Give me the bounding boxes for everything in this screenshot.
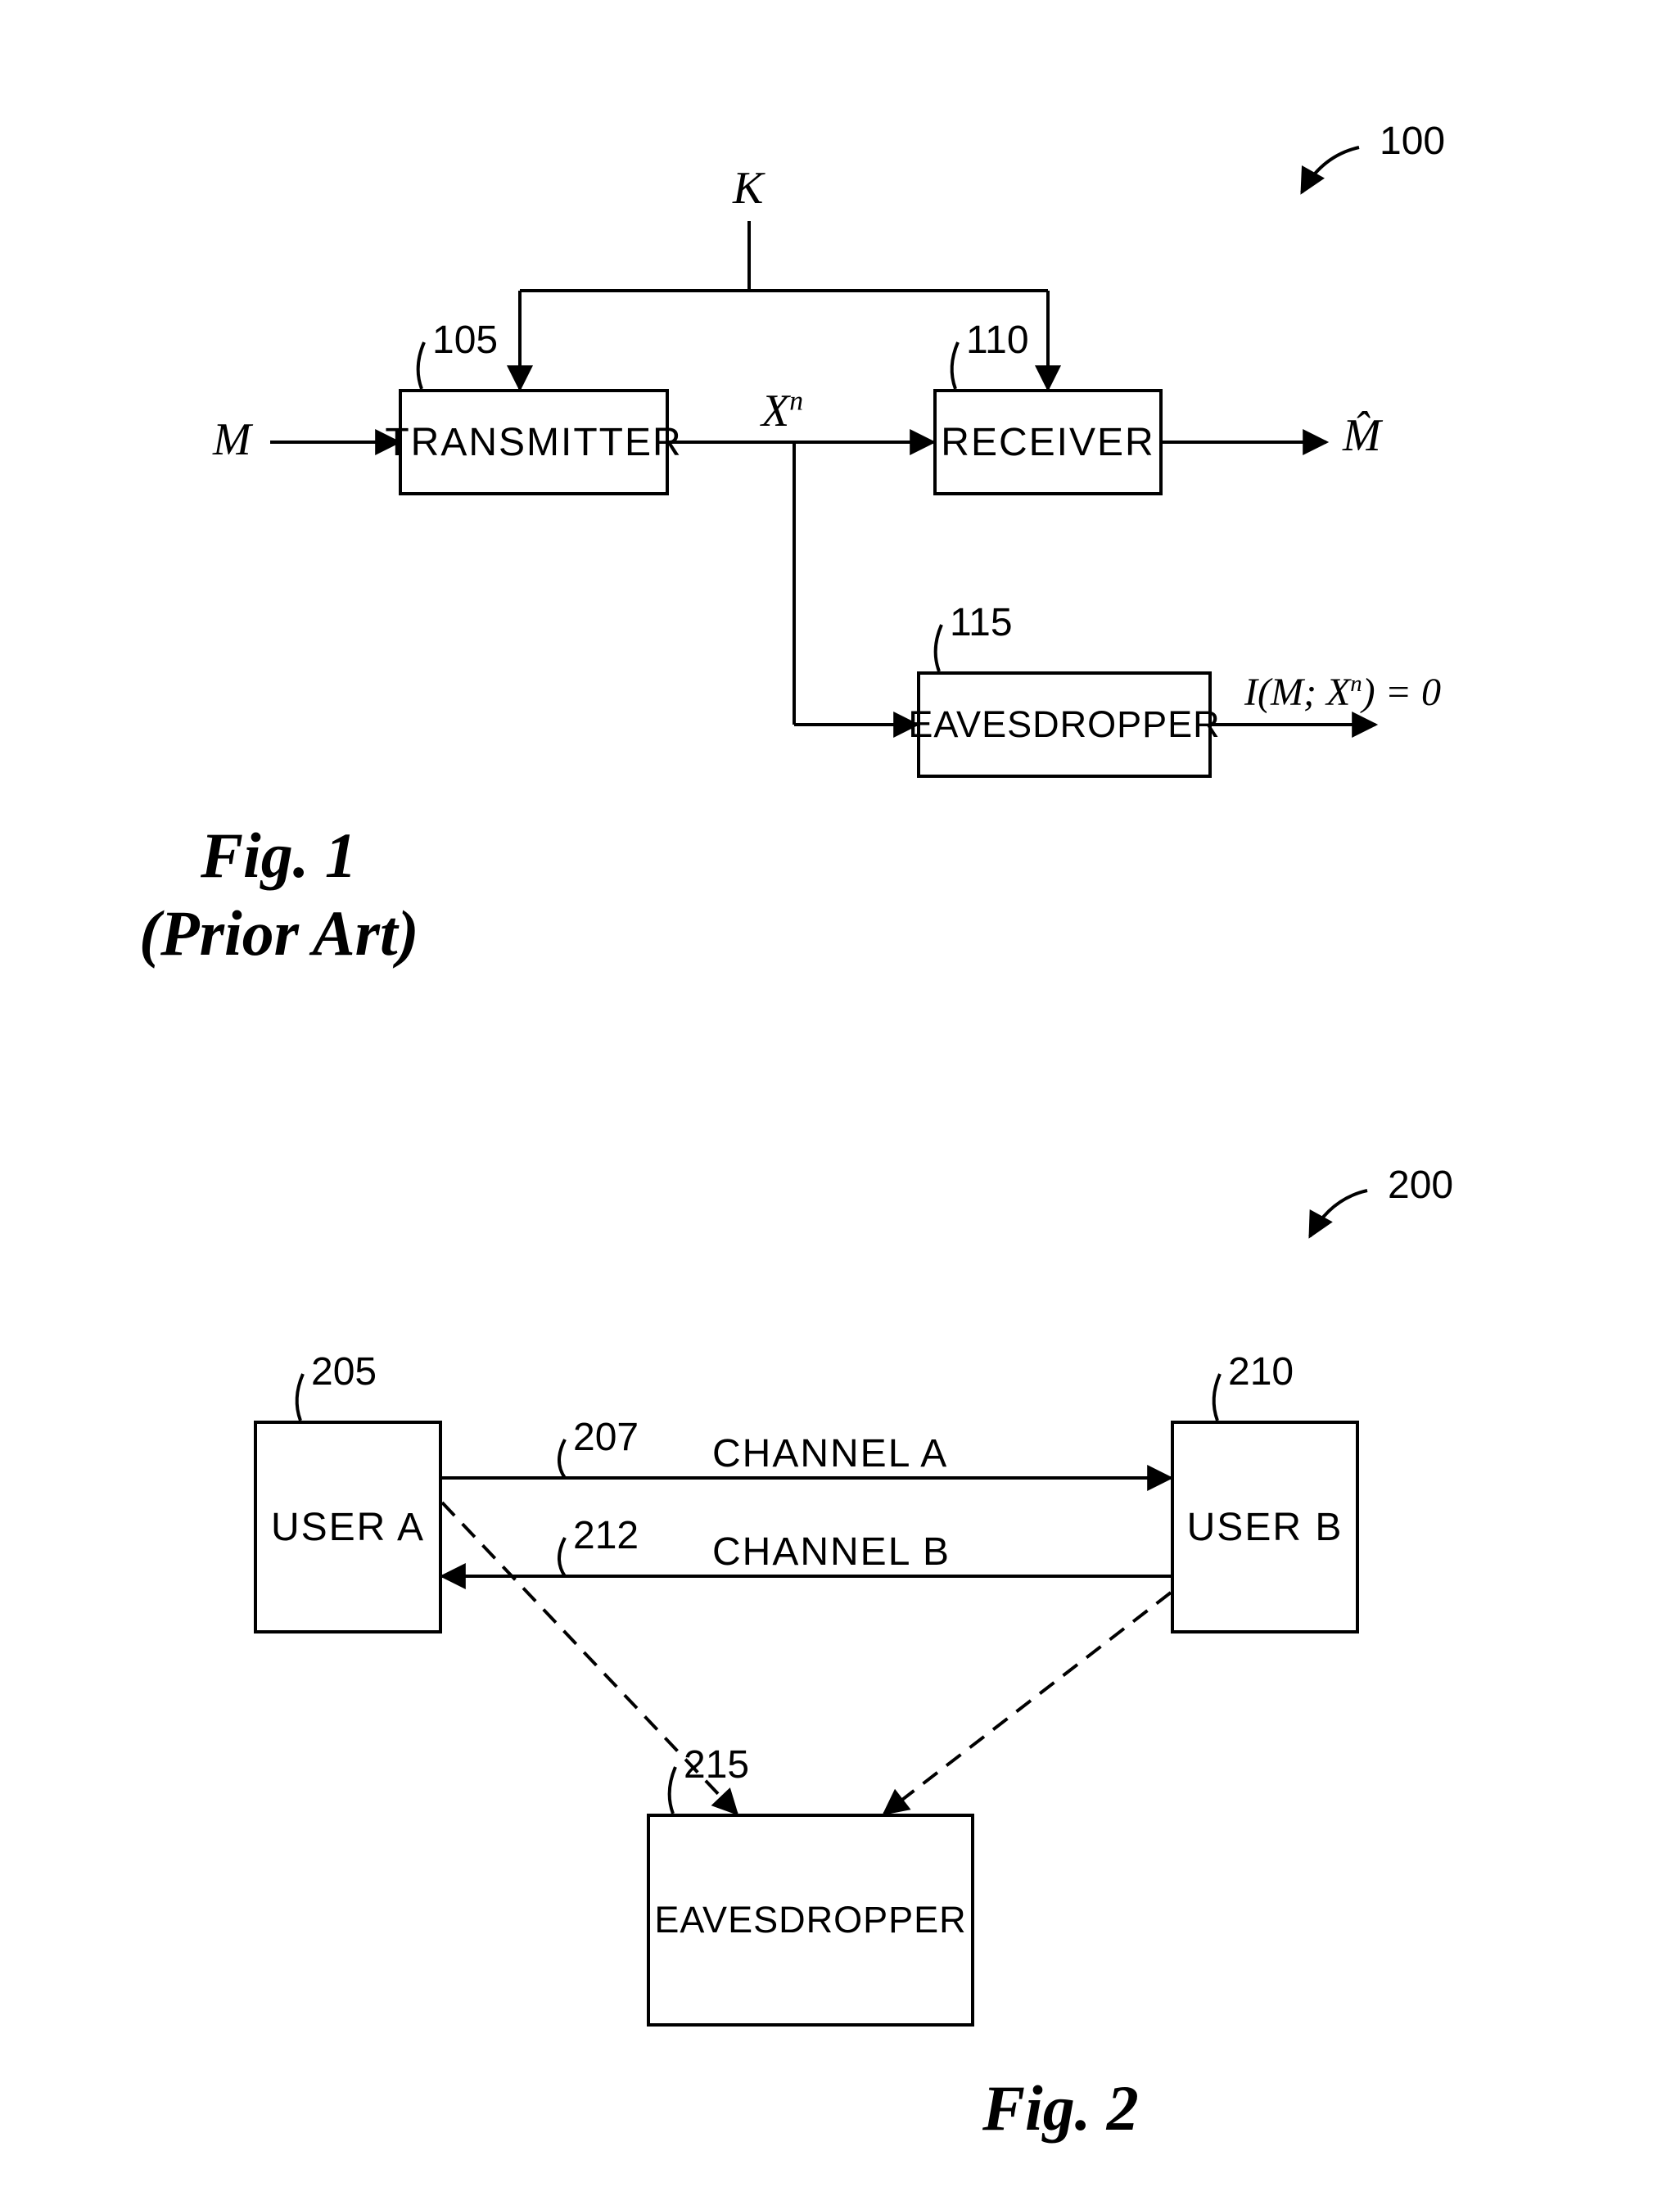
ref-207: 207 <box>573 1415 639 1460</box>
ref-115: 115 <box>950 600 1013 645</box>
ref-200: 200 <box>1388 1163 1453 1208</box>
ref-105: 105 <box>432 318 498 363</box>
user-b-label: USER B <box>1187 1505 1344 1550</box>
ref-210: 210 <box>1228 1349 1294 1394</box>
eavesdropper1-label: EAVESDROPPER <box>908 703 1220 746</box>
ref-212: 212 <box>573 1513 639 1558</box>
eavesdropper2-box: EAVESDROPPER <box>647 1814 974 2027</box>
page: TRANSMITTER RECEIVER EAVESDROPPER K M Xn… <box>0 0 1680 2187</box>
ref-215: 215 <box>684 1742 749 1787</box>
user-a-box: USER A <box>254 1421 442 1633</box>
user-a-label: USER A <box>271 1505 425 1550</box>
m-label: M <box>213 413 251 466</box>
mhat-label: M̂ <box>1343 409 1381 462</box>
ref-205: 205 <box>311 1349 377 1394</box>
xn-label: Xn <box>761 385 803 437</box>
ref-100: 100 <box>1380 119 1445 164</box>
user-b-box: USER B <box>1171 1421 1359 1633</box>
fig1-caption-line1: Fig. 1 <box>201 819 357 892</box>
eaves-out-label: I(M; Xn) = 0 <box>1244 670 1441 715</box>
receiver-box: RECEIVER <box>933 389 1163 495</box>
channel-a-label: CHANNEL A <box>712 1431 948 1476</box>
transmitter-label: TRANSMITTER <box>385 420 682 465</box>
fig2-caption: Fig. 2 <box>982 2072 1139 2145</box>
ref-110: 110 <box>966 318 1029 363</box>
eavesdropper2-label: EAVESDROPPER <box>654 1899 966 1941</box>
transmitter-box: TRANSMITTER <box>399 389 669 495</box>
fig1-caption-line2: (Prior Art) <box>139 897 419 970</box>
xn-text: Xn <box>761 386 803 436</box>
receiver-label: RECEIVER <box>941 420 1154 465</box>
eavesdropper1-box: EAVESDROPPER <box>917 671 1212 778</box>
eaves-out-text: I(M; Xn) = 0 <box>1244 671 1441 714</box>
channel-b-label: CHANNEL B <box>712 1530 951 1575</box>
k-label: K <box>733 162 763 215</box>
